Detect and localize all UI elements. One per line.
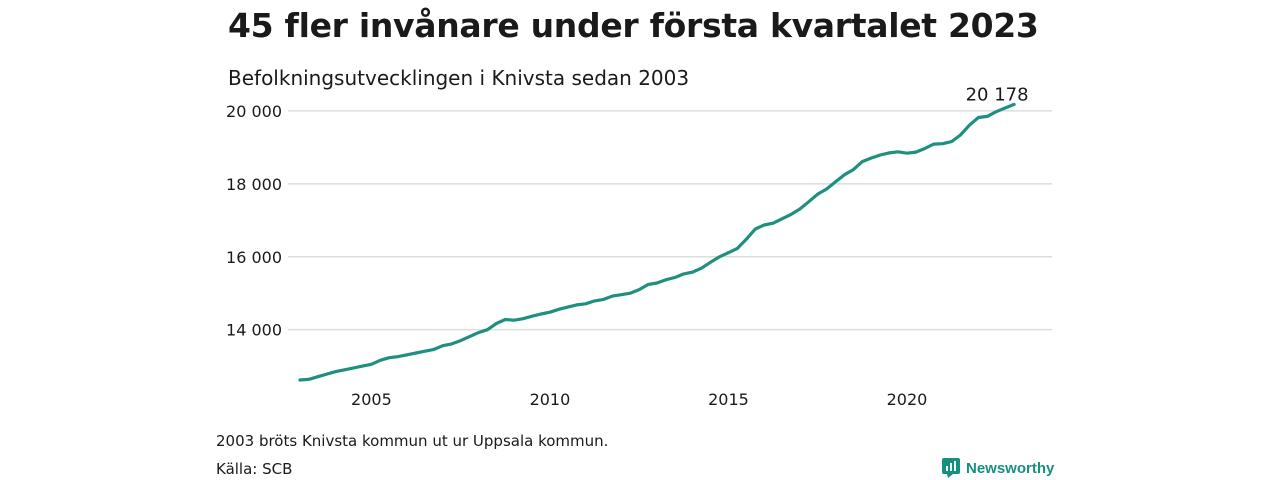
x-tick-label: 2010	[530, 390, 571, 409]
x-tick-label: 2005	[351, 390, 392, 409]
x-axis-ticks: 2005 2010 2015 2020	[351, 390, 927, 409]
x-tick-label: 2015	[708, 390, 749, 409]
y-tick-label: 14 000	[226, 321, 282, 340]
y-tick-label: 20 000	[226, 102, 282, 121]
newsworthy-logo: Newsworthy	[942, 458, 1054, 478]
chart-logo-icon	[942, 458, 960, 478]
x-tick-label: 2020	[887, 390, 928, 409]
gridlines	[288, 110, 1052, 331]
chart-subtitle: Befolkningsutvecklingen i Knivsta sedan …	[228, 66, 690, 90]
chart-title: 45 fler invånare under första kvartalet …	[228, 6, 1039, 45]
y-tick-label: 16 000	[226, 248, 282, 267]
brand-name: Newsworthy	[966, 459, 1055, 477]
series-line	[298, 102, 1016, 382]
series-layer	[298, 102, 1016, 382]
end-value-label: 20 178	[966, 84, 1029, 105]
y-axis-ticks: 14 000 16 000 18 000 20 000	[226, 102, 282, 340]
footnote: 2003 bröts Knivsta kommun ut ur Uppsala …	[216, 432, 609, 450]
y-tick-label: 18 000	[226, 175, 282, 194]
source-note: Källa: SCB	[216, 460, 293, 478]
